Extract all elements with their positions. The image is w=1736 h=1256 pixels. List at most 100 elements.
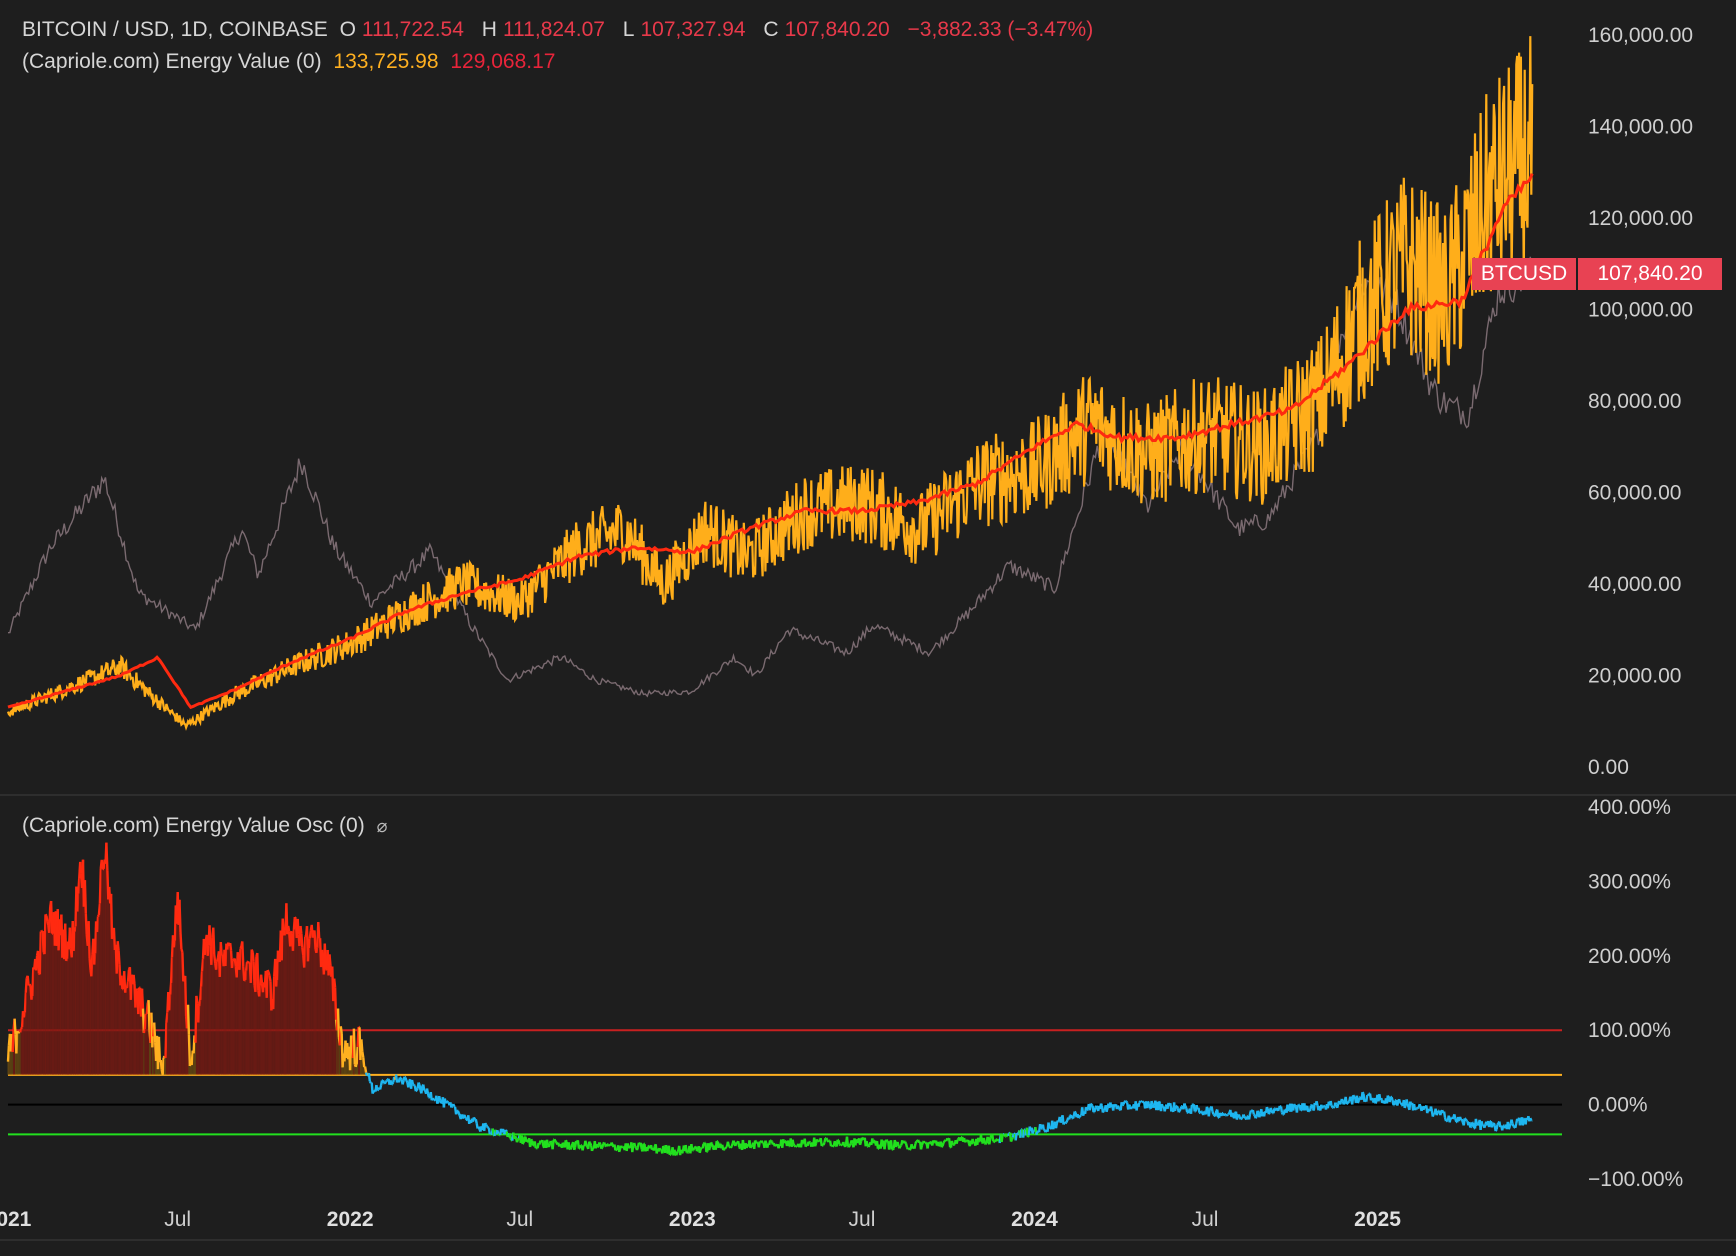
osc-segment <box>487 1127 488 1128</box>
price-axis-tick: 160,000.00 <box>1588 24 1693 47</box>
osc-segment <box>833 1146 834 1147</box>
osc-segment <box>40 932 41 975</box>
osc-segment <box>1337 1104 1338 1108</box>
oscillator-header[interactable]: (Capriole.com) Energy Value Osc (0) ⌀ <box>22 814 393 838</box>
osc-segment <box>585 1141 586 1146</box>
osc-segment <box>171 957 172 983</box>
osc-segment <box>731 1147 732 1148</box>
osc-segment <box>89 921 90 958</box>
osc-segment <box>849 1145 850 1147</box>
osc-segment <box>180 900 181 933</box>
osc-segment <box>1184 1103 1185 1106</box>
osc-segment <box>458 1111 459 1113</box>
osc-segment <box>322 950 323 962</box>
osc-segment <box>1004 1134 1005 1137</box>
osc-segment <box>952 1141 953 1145</box>
osc-segment <box>302 948 303 956</box>
osc-segment <box>612 1143 613 1146</box>
osc-segment <box>1103 1110 1104 1112</box>
osc-segment <box>1179 1111 1180 1113</box>
osc-segment <box>15 1019 16 1035</box>
osc-segment <box>1397 1103 1398 1106</box>
osc-segment <box>944 1141 945 1143</box>
osc-segment <box>189 1034 190 1066</box>
osc-segment <box>843 1142 844 1144</box>
low-value: 107,327.94 <box>640 18 745 41</box>
osc-segment <box>1440 1112 1441 1115</box>
osc-segment <box>1165 1107 1166 1112</box>
osc-segment <box>387 1080 388 1081</box>
osc-segment <box>111 894 112 939</box>
indicator-value-ma: 129,068.17 <box>450 50 555 73</box>
osc-segment <box>885 1143 886 1149</box>
osc-segment <box>13 1030 14 1052</box>
indicator-name: (Capriole.com) Energy Value (0) <box>22 50 322 73</box>
osc-segment <box>383 1080 384 1083</box>
osc-segment <box>993 1141 994 1142</box>
osc-segment <box>794 1144 795 1145</box>
price-axis-tick: 20,000.00 <box>1588 665 1681 688</box>
osc-segment <box>570 1147 571 1149</box>
osc-segment <box>1382 1102 1383 1103</box>
osc-segment <box>32 967 33 996</box>
osc-segment <box>632 1146 633 1152</box>
osc-segment <box>149 1000 150 1030</box>
osc-segment <box>405 1077 406 1078</box>
osc-segment <box>1207 1107 1208 1110</box>
osc-segment <box>341 1026 342 1033</box>
close-value: 107,840.20 <box>785 18 890 41</box>
osc-segment <box>957 1140 958 1144</box>
osc-segment <box>845 1144 846 1147</box>
osc-segment <box>357 1047 358 1065</box>
osc-segment <box>1020 1130 1021 1138</box>
osc-segment <box>439 1096 440 1100</box>
osc-segment <box>198 1006 199 1023</box>
osc-segment <box>154 1023 155 1043</box>
osc-segment <box>910 1149 911 1150</box>
osc-segment <box>476 1119 477 1123</box>
osc-segment <box>1347 1103 1348 1104</box>
price-axis-tick: 120,000.00 <box>1588 207 1693 230</box>
osc-segment <box>21 1027 22 1029</box>
osc-segment <box>535 1141 536 1148</box>
osc-segment <box>174 941 175 948</box>
osc-segment <box>601 1148 602 1149</box>
osc-segment <box>1118 1106 1119 1108</box>
osc-segment <box>517 1140 518 1143</box>
osc-segment <box>1227 1115 1228 1116</box>
high-value: 111,824.07 <box>503 18 605 41</box>
osc-segment <box>1289 1110 1290 1111</box>
osc-segment <box>765 1141 766 1144</box>
indicator-header[interactable]: (Capriole.com) Energy Value (0) 133,725.… <box>22 50 561 74</box>
osc-segment <box>70 928 71 949</box>
osc-segment <box>1234 1114 1235 1119</box>
osc-segment <box>293 930 294 951</box>
osc-segment <box>847 1137 848 1146</box>
osc-segment <box>386 1081 387 1082</box>
osc-segment <box>549 1144 550 1147</box>
osc-segment <box>385 1082 386 1084</box>
osc-segment <box>1096 1106 1097 1108</box>
osc-segment <box>356 1065 357 1067</box>
osc-segment <box>893 1148 894 1149</box>
osc-segment <box>1427 1110 1428 1113</box>
x-axis-tick: 2023 <box>669 1208 716 1231</box>
osc-segment <box>1066 1121 1067 1123</box>
osc-segment <box>939 1145 940 1146</box>
osc-segment <box>700 1149 701 1153</box>
osc-segment <box>1091 1104 1092 1105</box>
osc-segment <box>508 1135 509 1137</box>
osc-segment <box>465 1115 466 1118</box>
osc-segment <box>1023 1130 1024 1138</box>
osc-segment <box>74 932 75 951</box>
osc-segment <box>243 967 244 981</box>
osc-segment <box>457 1110 458 1111</box>
hide-eye-icon[interactable]: ⌀ <box>377 816 388 836</box>
osc-segment <box>732 1144 733 1147</box>
osc-segment <box>949 1138 950 1147</box>
osc-segment <box>788 1141 789 1147</box>
osc-segment <box>256 957 257 992</box>
osc-segment <box>208 945 209 956</box>
